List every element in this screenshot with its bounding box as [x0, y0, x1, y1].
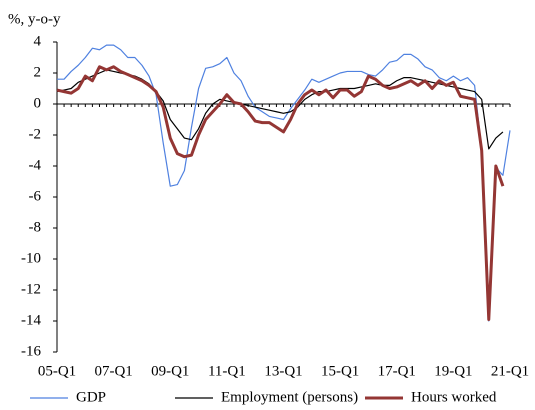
x-tick-label: 19-Q1	[434, 363, 472, 379]
y-tick-label: -12	[21, 281, 41, 297]
series-line	[56, 69, 504, 150]
x-tick-label: 09-Q1	[151, 363, 189, 379]
legend-label: GDP	[76, 389, 106, 405]
y-tick-label: -10	[21, 250, 41, 266]
legend-label: Employment (persons)	[221, 389, 358, 405]
x-tick-label: 17-Q1	[378, 363, 416, 379]
series-line	[56, 65, 505, 321]
x-tick-label: 15-Q1	[321, 363, 359, 379]
y-tick-label: -14	[21, 312, 41, 328]
x-tick-label: 21-Q1	[491, 363, 529, 379]
series-line	[57, 44, 511, 322]
y-tick-label: -6	[29, 188, 42, 204]
y-tick-label: 4	[34, 33, 42, 49]
y-tick-label: -4	[29, 157, 42, 173]
y-tick-label: 0	[34, 95, 42, 111]
x-tick-label: 11-Q1	[208, 363, 246, 379]
y-tick-label: 2	[34, 64, 42, 80]
x-tick-label: 05-Q1	[38, 363, 76, 379]
x-tick-label: 07-Q1	[94, 363, 132, 379]
y-axis-title: %, y-o-y	[8, 11, 61, 27]
y-tick-label: -16	[21, 343, 41, 359]
x-tick-label: 13-Q1	[264, 363, 302, 379]
y-tick-label: -2	[29, 126, 42, 142]
y-tick-label: -8	[29, 219, 42, 235]
legend-label: Hours worked	[411, 389, 497, 405]
